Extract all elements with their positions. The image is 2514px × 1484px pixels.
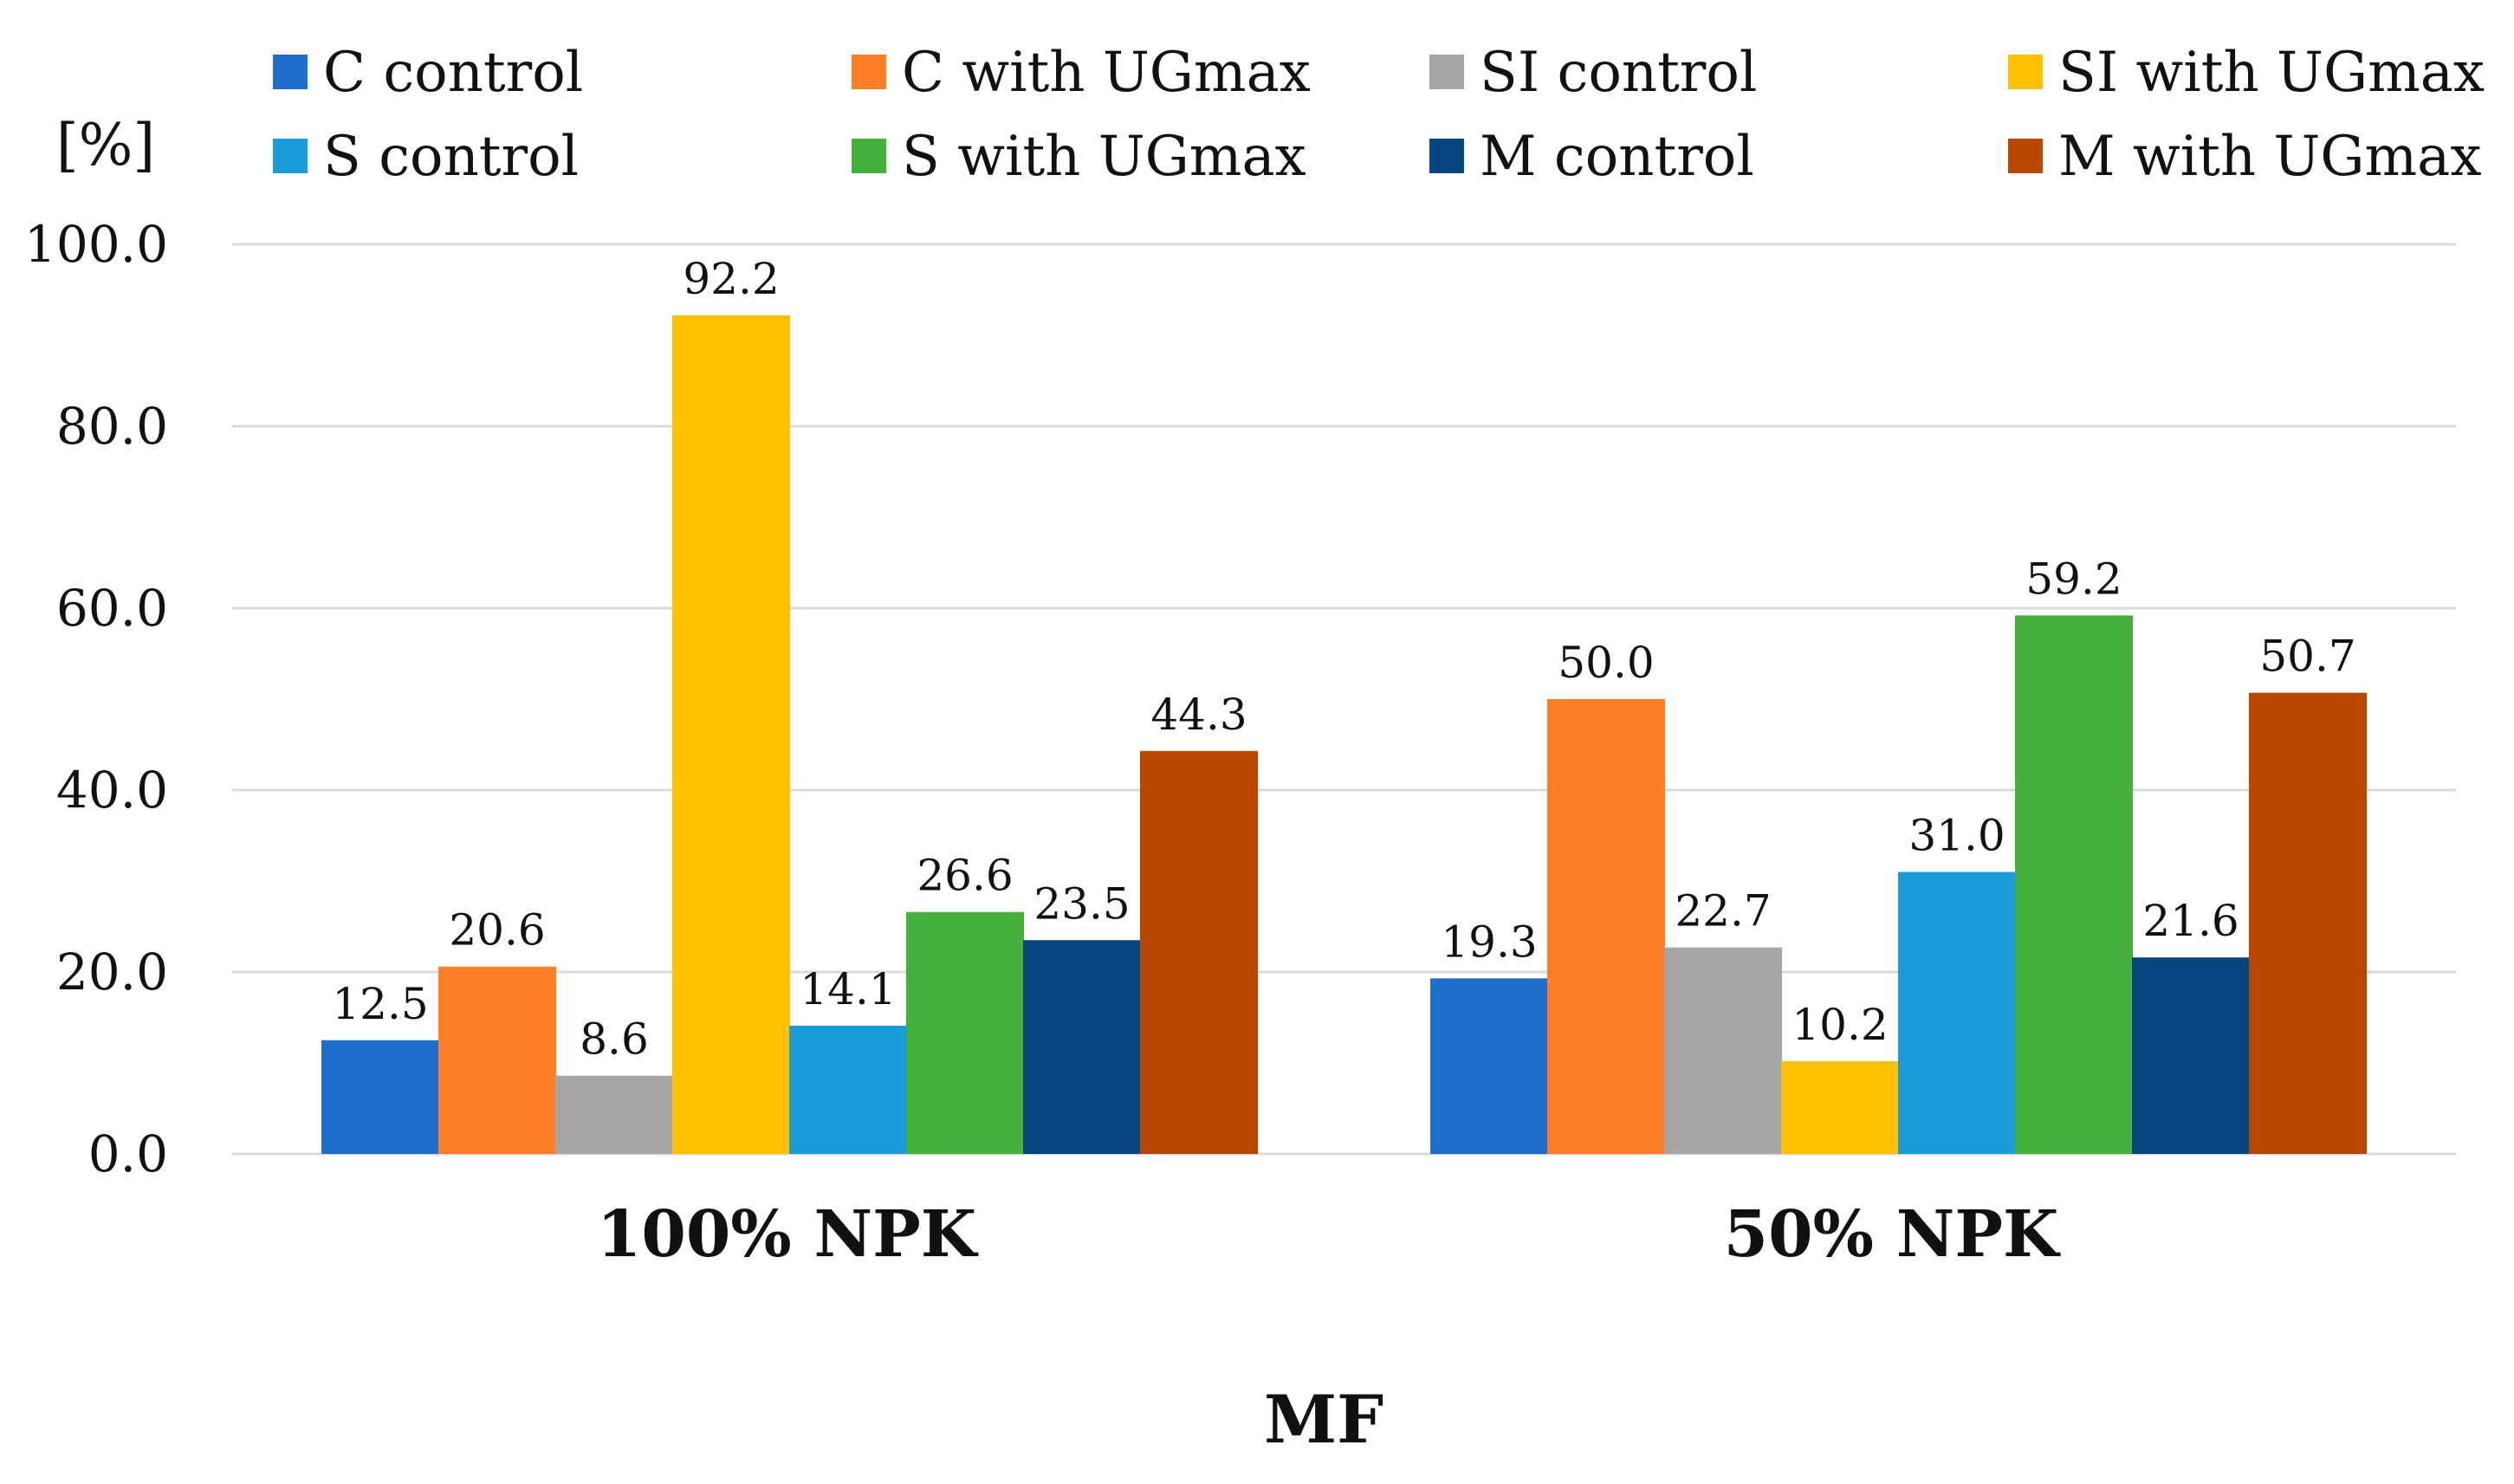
data-label-s-control-100-npk: 14.1 — [800, 964, 896, 1014]
category-label-50-npk: 50% NPK — [1724, 1197, 2061, 1272]
bar-s-with-ugmax-100-npk — [906, 911, 1024, 1154]
data-label-si-control-50-npk: 22.7 — [1675, 886, 1771, 936]
y-tick-label-100-0: 100.0 — [24, 215, 168, 274]
legend-label-si-with-ugmax: SI with UGmax — [2058, 41, 2485, 105]
data-label-s-with-ugmax-50-npk: 59.2 — [2025, 554, 2122, 604]
legend-swatch-s-control — [273, 139, 308, 173]
data-label-m-with-ugmax-50-npk: 50.7 — [2259, 632, 2355, 682]
legend-swatch-c-with-ugmax — [852, 55, 886, 89]
data-label-m-control-100-npk: 23.5 — [1033, 878, 1130, 929]
data-label-s-control-50-npk: 31.0 — [1908, 811, 2005, 861]
bar-c-control-50-npk — [1430, 978, 1548, 1154]
y-axis-ticks: 0.0 20.0 40.0 60.0 80.0 100.0 — [24, 215, 168, 1183]
legend-label-m-control: M control — [1480, 125, 1754, 189]
data-label-c-with-ugmax-50-npk: 50.0 — [1558, 638, 1654, 688]
bar-m-control-100-npk — [1023, 940, 1141, 1154]
legend: C control C with UGmax SI control SI with U… — [273, 41, 2485, 189]
bar-si-control-100-npk — [555, 1075, 673, 1154]
data-label-si-with-ugmax-50-npk: 10.2 — [1792, 1000, 1888, 1050]
bar-si-control-50-npk — [1664, 947, 1782, 1154]
data-label-c-control-100-npk: 12.5 — [332, 979, 428, 1029]
bar-m-control-50-npk — [2132, 957, 2250, 1154]
legend-swatch-m-with-ugmax — [2008, 139, 2043, 173]
legend-swatch-si-control — [1429, 55, 1464, 89]
bar-c-with-ugmax-100-npk — [438, 966, 556, 1154]
bar-s-control-100-npk — [789, 1025, 907, 1154]
y-tick-label-20-0: 20.0 — [56, 943, 168, 1001]
y-tick-label-80-0: 80.0 — [56, 397, 168, 456]
legend-label-s-control: S control — [323, 125, 579, 189]
legend-swatch-m-control — [1429, 139, 1464, 173]
legend-label-m-with-ugmax: M with UGmax — [2058, 125, 2481, 189]
legend-label-si-control: SI control — [1480, 41, 1757, 105]
bar-s-control-50-npk — [1898, 872, 2016, 1154]
y-tick-label-0-0: 0.0 — [88, 1124, 168, 1183]
legend-label-s-with-ugmax: S with UGmax — [902, 125, 1306, 189]
bar-si-with-ugmax-100-npk — [672, 314, 790, 1154]
bars — [321, 314, 2367, 1154]
bar-c-with-ugmax-50-npk — [1547, 699, 1665, 1154]
bar-si-with-ugmax-50-npk — [1781, 1060, 1899, 1154]
legend-swatch-s-with-ugmax — [852, 139, 886, 173]
data-label-si-with-ugmax-100-npk: 92.2 — [683, 254, 779, 304]
y-tick-label-40-0: 40.0 — [56, 761, 168, 820]
legend-label-c-with-ugmax: C with UGmax — [902, 41, 1311, 105]
category-label-100-npk: 100% NPK — [597, 1197, 979, 1272]
bar-s-with-ugmax-50-npk — [2015, 615, 2133, 1154]
data-label-c-control-50-npk: 19.3 — [1441, 917, 1537, 967]
bar-c-control-100-npk — [321, 1040, 439, 1154]
data-label-s-with-ugmax-100-npk: 26.6 — [917, 851, 1013, 901]
y-tick-label-60-0: 60.0 — [56, 579, 168, 638]
x-axis-label: MF — [1264, 1381, 1383, 1458]
data-label-si-control-100-npk: 8.6 — [580, 1014, 649, 1065]
bar-m-with-ugmax-50-npk — [2249, 692, 2367, 1154]
data-label-m-control-50-npk: 21.6 — [2142, 896, 2239, 946]
bar-m-with-ugmax-100-npk — [1140, 750, 1258, 1154]
legend-swatch-c-control — [273, 55, 308, 89]
data-labels: 12.5 19.3 20.6 50.0 8.6 22.7 92.2 10.2 14.1 31.0 2… — [332, 254, 2355, 1065]
y-axis-label: [%] — [56, 112, 155, 178]
legend-label-c-control: C control — [323, 41, 583, 105]
data-label-c-with-ugmax-100-npk: 20.6 — [449, 905, 545, 956]
legend-swatch-si-with-ugmax — [2008, 55, 2043, 89]
data-label-m-with-ugmax-100-npk: 44.3 — [1150, 690, 1247, 740]
